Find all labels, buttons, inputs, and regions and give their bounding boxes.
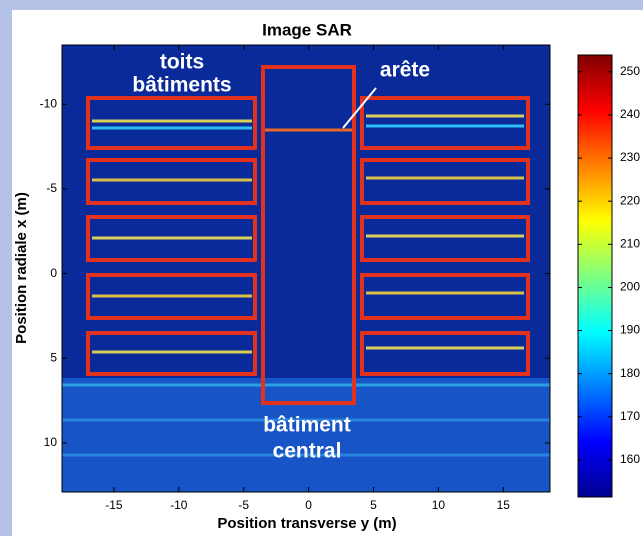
annotation: bâtiment <box>263 414 351 437</box>
plot-frame <box>61 44 551 493</box>
colorbar-tick-label: 250 <box>620 64 640 78</box>
colorbar-tick-label: 230 <box>620 150 640 164</box>
y-tick-label: 0 <box>50 266 57 280</box>
annotation-boxes <box>86 65 530 405</box>
y-axis-label: Position radiale x (m) <box>13 192 30 344</box>
x-tick-label: -10 <box>170 498 188 512</box>
annotation: toits <box>160 51 204 74</box>
colorbar-tick-label: 170 <box>620 409 640 423</box>
y-tick-label: -5 <box>46 181 57 195</box>
sar-image <box>62 45 550 492</box>
x-tick-label: 5 <box>370 498 377 512</box>
colorbar-tick-label: 240 <box>620 107 640 121</box>
chart-title: Image SAR <box>262 20 352 39</box>
x-tick-label: 0 <box>305 498 312 512</box>
x-tick-label: -5 <box>238 498 249 512</box>
y-tick-label: 5 <box>50 350 57 364</box>
colorbar-tick-label: 210 <box>620 236 640 250</box>
colorbar-tick-label: 220 <box>620 193 640 207</box>
colorbar-tick-label: 160 <box>620 452 640 466</box>
x-tick-label: 10 <box>432 498 446 512</box>
colorbar-tick-label: 190 <box>620 323 640 337</box>
colorbar-tick-label: 200 <box>620 280 640 294</box>
annotation: arête <box>380 59 430 82</box>
colorbar <box>577 54 613 498</box>
y-tick-label: -10 <box>40 96 58 110</box>
x-tick-label: 15 <box>497 498 511 512</box>
y-tick-label: 10 <box>44 435 58 449</box>
x-axis-label: Position transverse y (m) <box>217 515 396 532</box>
annotation: central <box>273 440 342 463</box>
colorbar-tick-label: 180 <box>620 366 640 380</box>
annotation: bâtiments <box>132 74 231 97</box>
x-tick-label: -15 <box>105 498 123 512</box>
